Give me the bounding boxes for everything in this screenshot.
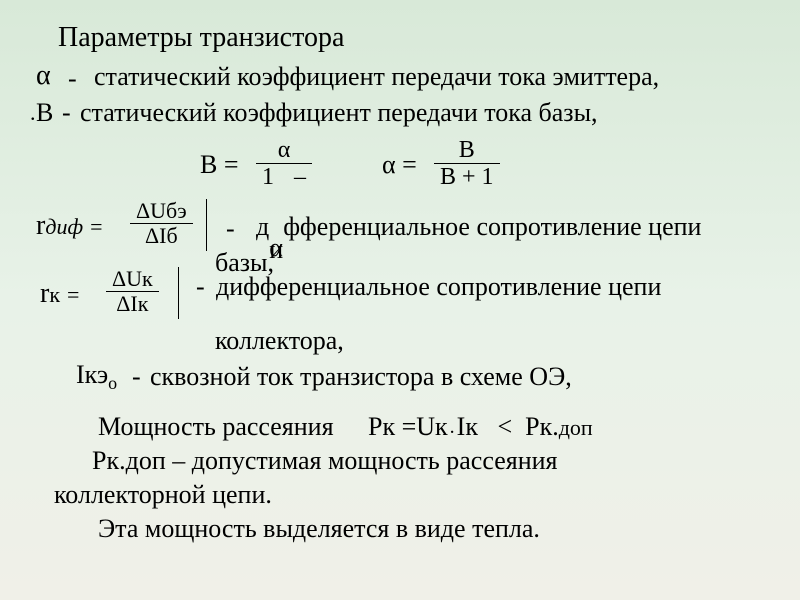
ikeo-sym: Iкэ xyxy=(76,360,108,389)
r-k-sub: к xyxy=(49,282,60,307)
formula-alpha-frac: В В + 1 xyxy=(434,138,500,189)
r-dif-sub: диф xyxy=(45,214,83,239)
power-label: Мощность рассеяния xyxy=(98,412,334,442)
r-k-left: rк = xyxy=(40,278,79,310)
formula-alpha-den: В + 1 xyxy=(434,164,500,189)
power-dot: . xyxy=(448,416,457,438)
r-dif-desc-pre: д xyxy=(256,212,269,241)
pkdop-sym: Рк.доп xyxy=(92,446,166,475)
power-eq-right: Рк. xyxy=(525,412,559,441)
formula-alpha-num: В xyxy=(434,138,500,164)
r-dif-r: r xyxy=(36,210,45,241)
r-k-den: ΔIк xyxy=(106,292,159,315)
ikeo-text: сквозной ток транзистора в схеме ОЭ, xyxy=(150,362,572,392)
ikeo-sub: о xyxy=(108,373,117,393)
r-k-desc2: коллектора, xyxy=(215,326,344,356)
r-k-dash: - xyxy=(196,272,205,302)
power-sub-dop: доп xyxy=(559,415,593,440)
formula-b-num: α xyxy=(256,138,312,164)
r-dif-num: ΔUбэ xyxy=(130,200,193,224)
page-title: Параметры транзистора xyxy=(58,22,344,54)
r-k-desc: дифференциальное сопротивление цепи xyxy=(216,272,661,302)
r-dif-bar-icon xyxy=(206,199,207,251)
pkdop-left: Рк.доп – допустимая мощность рассеяния xyxy=(92,446,558,476)
r-dif-left: rдиф = xyxy=(36,210,103,242)
formula-b-lhs: В = xyxy=(200,150,239,180)
last-line: Эта мощность выделяется в виде тепла. xyxy=(98,514,540,544)
stray-dot: . xyxy=(30,100,36,126)
r-dif-den: ΔIб xyxy=(130,224,193,247)
r-dif-frac: ΔUбэ ΔIб xyxy=(130,200,193,247)
r-dif-desc: д α и фференциальное сопротивление цепи xyxy=(256,212,701,242)
b-desc: статический коэффициент передачи тока ба… xyxy=(80,98,598,128)
formula-b-frac: α 1 – xyxy=(256,138,312,189)
formula-b-den-dash: – xyxy=(294,164,306,190)
r-k-frac: ΔUк ΔIк xyxy=(106,268,159,315)
alpha-desc: статический коэффициент передачи тока эм… xyxy=(94,62,659,92)
power-formula: Рк =Uк.Iк < Рк.доп xyxy=(368,412,593,442)
pkdop-line2: коллекторной цепи. xyxy=(54,480,272,510)
power-eq-mid: Iк xyxy=(457,412,478,441)
power-lt: < xyxy=(497,412,512,441)
pkdop-text: допустимая мощность рассеяния xyxy=(192,446,558,475)
ikeo-dash: - xyxy=(132,362,141,392)
r-k-bar-icon xyxy=(178,267,179,319)
b-symbol: В xyxy=(36,98,53,128)
power-eq-left: Рк =Uк xyxy=(368,412,448,441)
alpha-dash: - xyxy=(68,64,77,94)
formula-alpha-lhs: α = xyxy=(382,150,417,180)
formula-b-den: 1 – xyxy=(256,164,312,189)
r-k-eq: = xyxy=(67,282,79,307)
r-k-num: ΔUк xyxy=(106,268,159,292)
r-dif-dash: - xyxy=(226,214,235,244)
ikeo-left: Iкэо xyxy=(76,360,117,394)
r-k-r: r xyxy=(40,278,49,309)
r-dif-eq: = xyxy=(90,214,102,239)
b-dash: - xyxy=(62,98,71,128)
formula-b-den-1: 1 xyxy=(262,164,274,190)
pkdop-dash: – xyxy=(172,446,185,475)
alpha-symbol: α xyxy=(36,60,51,92)
r-dif-desc-post: фференциальное сопротивление цепи xyxy=(283,212,701,241)
